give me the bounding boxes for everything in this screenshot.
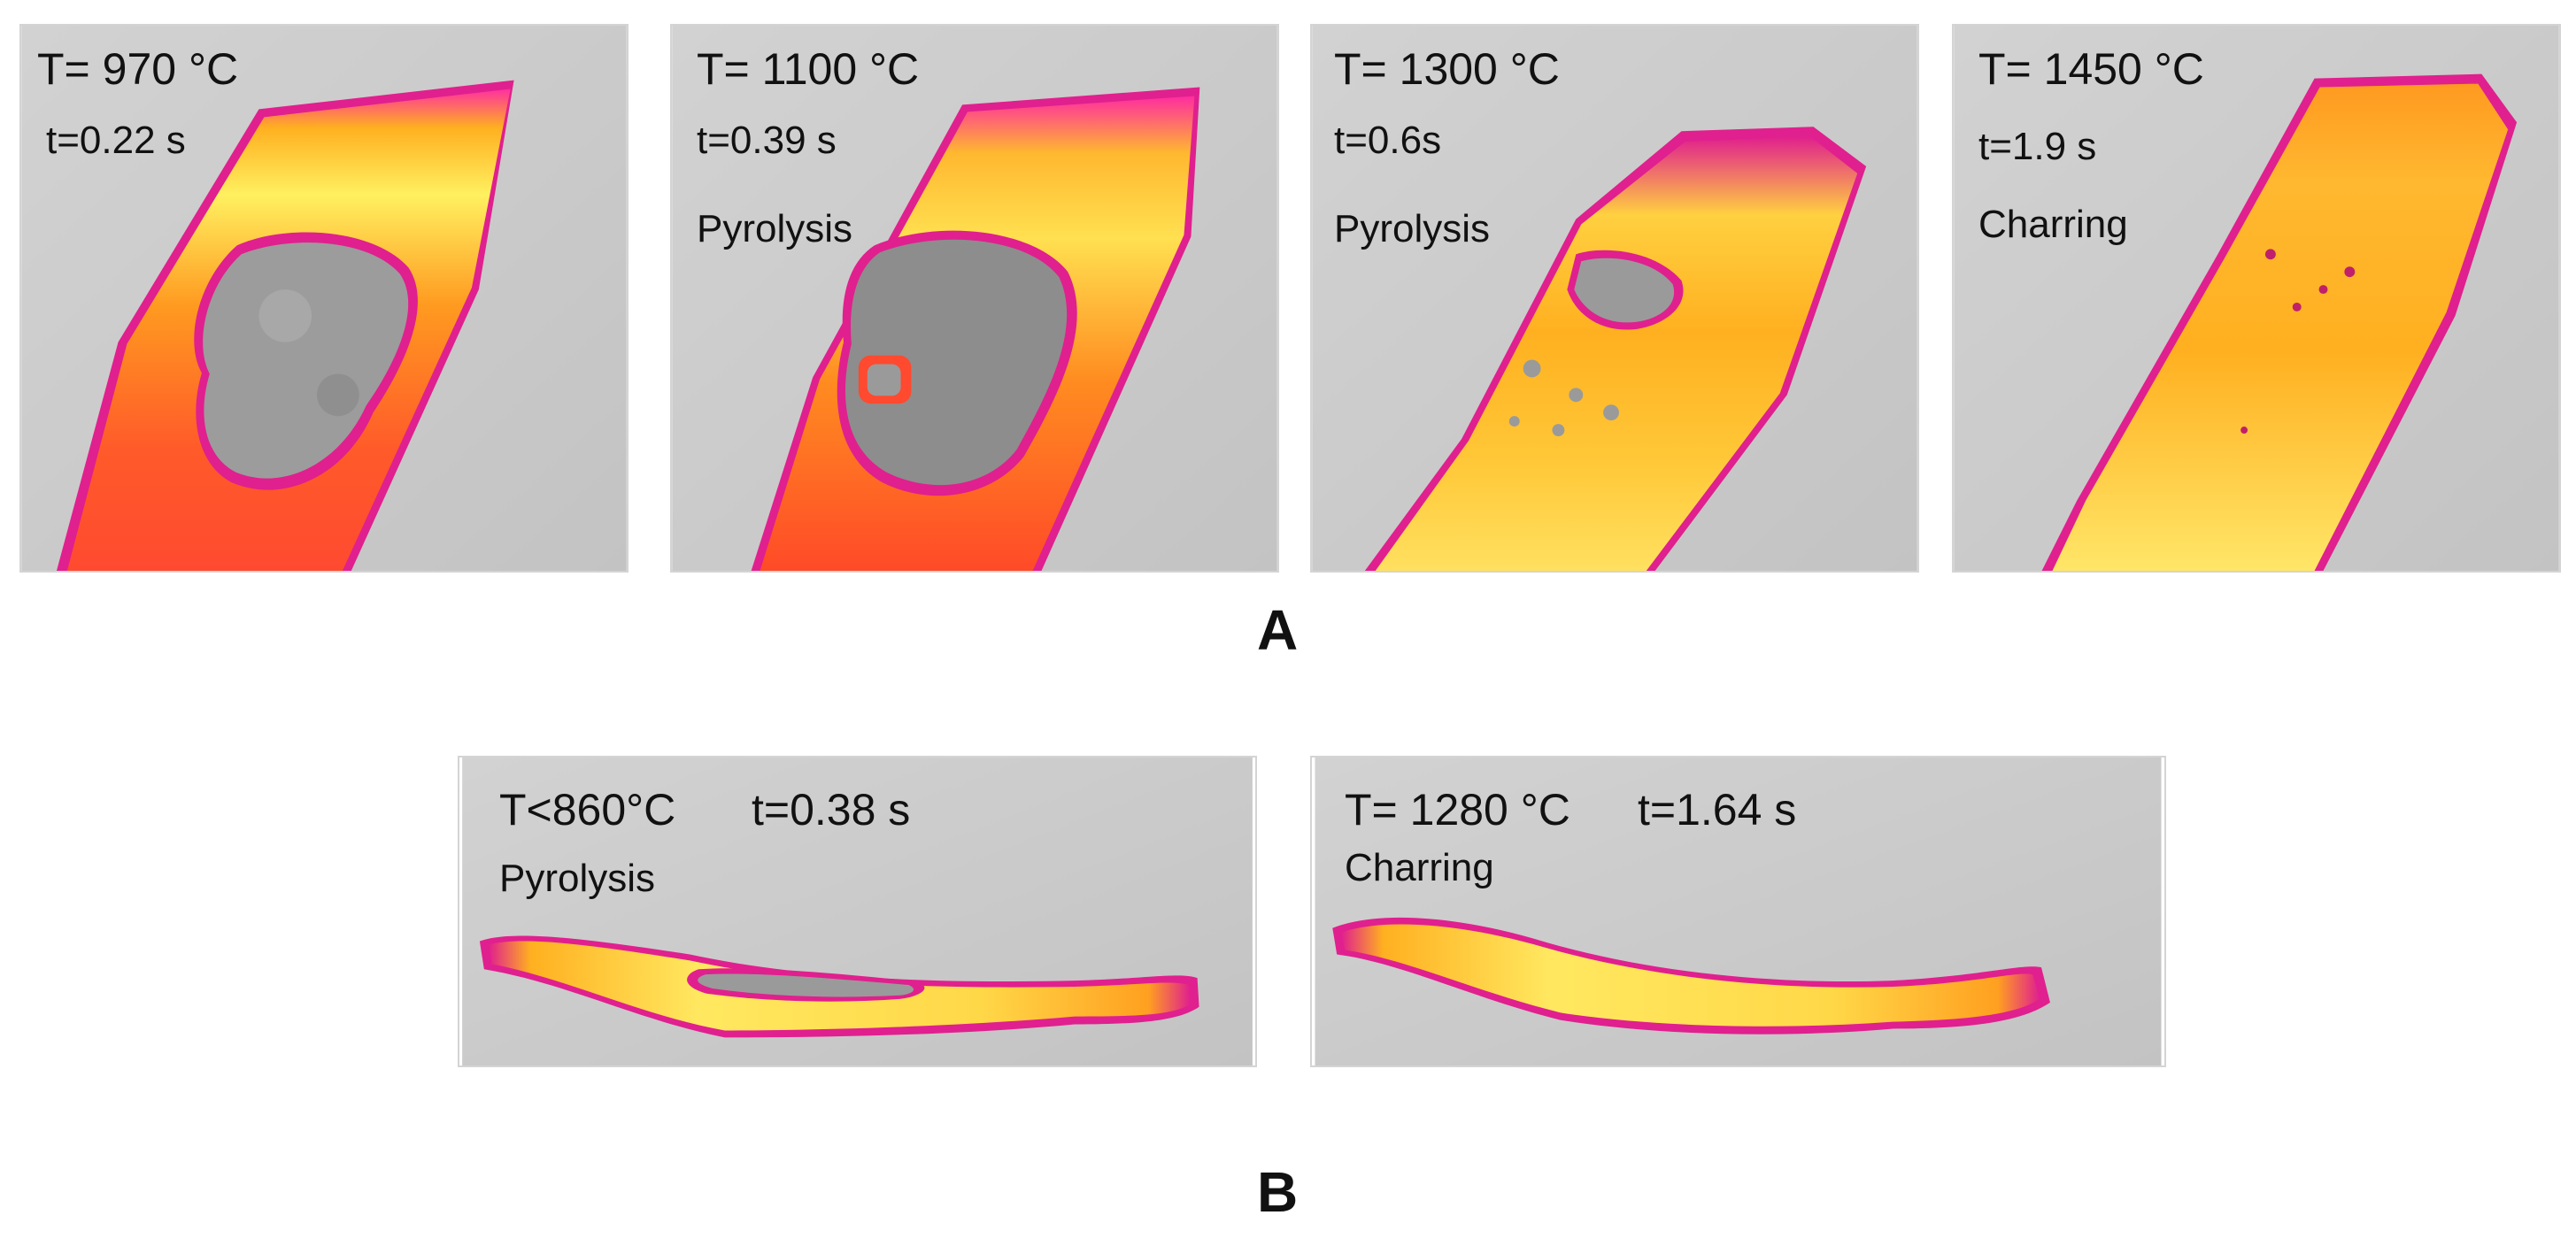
stage-label: Pyrolysis bbox=[499, 857, 656, 900]
thermal-image-panel-b1: T<860°C t=0.38 s Pyrolysis bbox=[458, 756, 1257, 1067]
temperature-label: T= 1100 °C bbox=[697, 44, 920, 94]
thermal-image-panel-a2: T= 1100 °C t=0.39 s Pyrolysis bbox=[670, 24, 1279, 573]
temperature-label: T= 1450 °C bbox=[1978, 44, 2204, 94]
thermal-image-panel-a1: T= 970 °C t=0.22 s bbox=[19, 24, 629, 573]
thermal-image-a1 bbox=[21, 26, 627, 571]
stage-label: Pyrolysis bbox=[1334, 207, 1491, 250]
time-label: t=0.22 s bbox=[46, 119, 186, 162]
temperature-label: T= 1280 °C bbox=[1345, 785, 1570, 835]
thermal-image-panel-a3: T= 1300 °C t=0.6s Pyrolysis bbox=[1310, 24, 1919, 573]
stage-label: Pyrolysis bbox=[697, 207, 853, 250]
stage-label: Charring bbox=[1345, 846, 1494, 889]
figure-label-a: A bbox=[1257, 598, 1299, 662]
figure-label-b: B bbox=[1257, 1160, 1299, 1224]
temperature-label: T= 1300 °C bbox=[1334, 44, 1560, 94]
time-label: t=0.38 s bbox=[752, 785, 911, 835]
thermal-image-b1 bbox=[462, 758, 1253, 1065]
time-label: t=0.39 s bbox=[697, 119, 837, 162]
temperature-label: T<860°C bbox=[499, 785, 676, 835]
time-label: t=0.6s bbox=[1334, 119, 1442, 162]
thermal-image-a2 bbox=[672, 26, 1277, 571]
temperature-label: T= 970 °C bbox=[37, 44, 239, 94]
thermal-image-a3 bbox=[1312, 26, 1917, 571]
thermal-image-panel-a4: T= 1450 °C t=1.9 s Charring bbox=[1952, 24, 2561, 573]
stage-label: Charring bbox=[1978, 203, 2128, 246]
thermal-image-a4 bbox=[1954, 26, 2559, 571]
thermal-image-panel-b2: T= 1280 °C t=1.64 s Charring bbox=[1310, 756, 2166, 1067]
time-label: t=1.9 s bbox=[1978, 125, 2097, 168]
time-label: t=1.64 s bbox=[1638, 785, 1797, 835]
thermal-image-b2 bbox=[1315, 758, 2162, 1065]
